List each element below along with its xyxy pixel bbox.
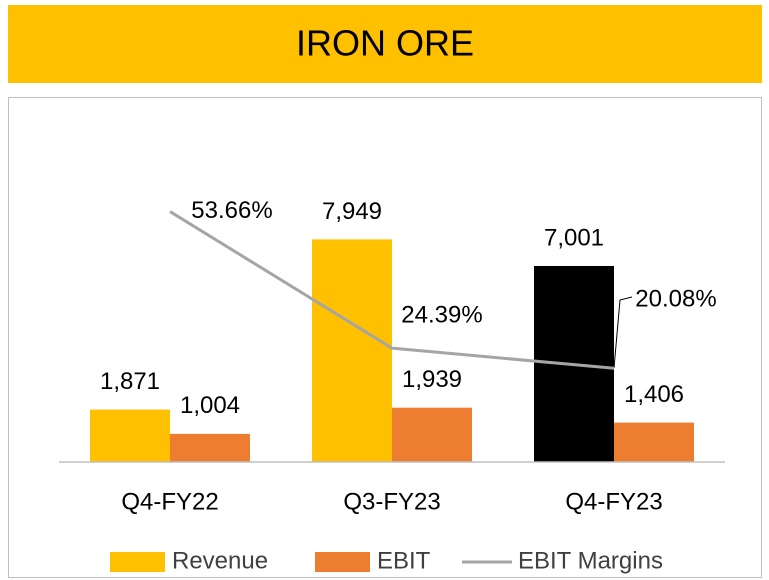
- data-label: 7,949: [322, 198, 382, 225]
- bar: [90, 409, 170, 462]
- x-tick-label: Q4-FY22: [121, 488, 218, 515]
- data-label: 1,939: [402, 366, 462, 393]
- legend-swatch: [110, 552, 165, 572]
- title-banner: [8, 5, 762, 83]
- data-label: 24.39%: [401, 302, 482, 329]
- chart-frame: [8, 97, 762, 578]
- x-tick-label: Q3-FY23: [343, 488, 440, 515]
- bar: [614, 422, 694, 462]
- legend-label: EBIT: [377, 547, 431, 574]
- legend-swatch: [315, 552, 370, 572]
- data-label: 7,001: [544, 224, 604, 251]
- data-label: 53.66%: [191, 197, 272, 224]
- x-tick-label: Q4-FY23: [565, 488, 662, 515]
- bar: [312, 239, 392, 462]
- chart-title: IRON ORE: [296, 23, 474, 64]
- bar: [392, 407, 472, 462]
- legend-label: EBIT Margins: [518, 547, 663, 574]
- margin-line: [169, 210, 615, 370]
- leader-line: [613, 296, 633, 369]
- bar: [170, 433, 250, 462]
- data-label: 1,406: [624, 381, 684, 408]
- legend-label: Revenue: [172, 547, 268, 574]
- data-label: 1,004: [180, 392, 240, 419]
- data-label: 1,871: [100, 368, 160, 395]
- data-label: 20.08%: [635, 286, 716, 313]
